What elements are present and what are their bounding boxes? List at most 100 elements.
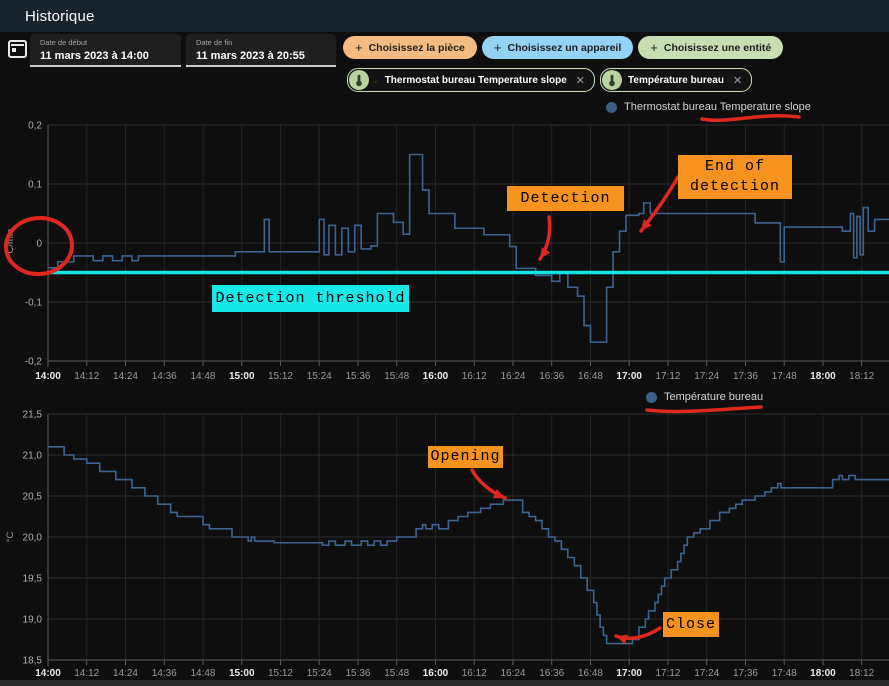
y-tick-label: 0,2 xyxy=(28,121,42,132)
series-line[interactable] xyxy=(48,446,889,645)
x-tick-label: 16:48 xyxy=(578,668,603,679)
x-tick-label: 16:24 xyxy=(500,668,525,679)
x-tick-label: 16:12 xyxy=(462,371,487,382)
x-tick-label: 16:12 xyxy=(462,668,487,679)
page-title: Historique xyxy=(25,7,95,25)
x-tick-label: 15:36 xyxy=(345,371,370,382)
entity-filter-chip[interactable]: + Choisissez une entité xyxy=(638,36,784,59)
entity-chip-label: Température bureau xyxy=(628,74,724,86)
x-tick-label: 17:24 xyxy=(694,668,719,679)
x-tick-label: 14:24 xyxy=(113,371,138,382)
x-tick-label: 15:12 xyxy=(268,668,293,679)
legend-label: Température bureau xyxy=(664,391,764,403)
x-tick-label: 16:48 xyxy=(578,371,603,382)
chevron-down-icon: ⌄ xyxy=(372,75,379,85)
y-tick-label: 20,0 xyxy=(23,533,43,544)
series-line[interactable] xyxy=(48,153,889,343)
x-tick-label: 15:00 xyxy=(229,668,255,679)
entity-chip-temperature-slope[interactable]: ⌄ Thermostat bureau Temperature slope ✕ xyxy=(347,68,596,92)
legend-item-temperature-slope[interactable]: Thermostat bureau Temperature slope xyxy=(606,101,811,113)
calendar-icon[interactable] xyxy=(8,40,27,58)
y-axis-unit: °C/min xyxy=(5,229,16,258)
annotation-underline xyxy=(645,405,763,414)
x-tick-label: 15:24 xyxy=(307,668,332,679)
x-tick-label: 14:48 xyxy=(190,371,215,382)
y-tick-label: 20,5 xyxy=(23,492,43,503)
end-date-value: 11 mars 2023 à 20:55 xyxy=(196,50,305,62)
plus-icon: + xyxy=(493,40,502,55)
end-date-label: Date de fin xyxy=(196,38,233,47)
plus-icon: + xyxy=(650,40,658,55)
x-tick-label: 16:00 xyxy=(423,371,449,382)
x-tick-label: 18:00 xyxy=(810,371,836,382)
x-tick-label: 16:36 xyxy=(539,668,564,679)
entity-chip-row: ⌄ Thermostat bureau Temperature slope ✕ … xyxy=(347,68,753,92)
x-tick-label: 15:48 xyxy=(384,371,409,382)
annotation-ellipse xyxy=(4,215,74,277)
y-axis-unit: °C xyxy=(5,532,16,543)
annotation-box: Detection xyxy=(507,186,624,211)
close-icon[interactable]: ✕ xyxy=(732,74,743,87)
x-tick-label: 18:12 xyxy=(849,371,874,382)
legend-dot xyxy=(606,101,617,113)
end-date-field[interactable]: Date de fin 11 mars 2023 à 20:55 xyxy=(186,34,336,67)
x-tick-label: 15:12 xyxy=(268,371,293,382)
x-tick-label: 14:36 xyxy=(152,668,177,679)
x-tick-label: 14:36 xyxy=(152,371,177,382)
area-filter-label: Choisissez la pièce xyxy=(368,41,465,54)
annotation-box: Opening xyxy=(428,446,503,468)
annotation-arrowhead xyxy=(616,634,628,645)
x-tick-label: 14:12 xyxy=(74,371,99,382)
annotation-arrowhead xyxy=(540,247,551,259)
plus-icon: + xyxy=(355,40,363,55)
y-tick-label: 0,1 xyxy=(28,180,42,191)
area-filter-chip[interactable]: + Choisissez la pièce xyxy=(343,36,477,59)
x-tick-label: 17:48 xyxy=(772,371,797,382)
x-tick-label: 16:36 xyxy=(539,371,564,382)
annotation-box: Detection threshold xyxy=(212,285,409,312)
x-tick-label: 17:24 xyxy=(694,371,719,382)
y-tick-label: 0 xyxy=(36,239,42,250)
x-tick-label: 14:00 xyxy=(35,668,61,679)
x-tick-label: 14:24 xyxy=(113,668,138,679)
y-tick-label: -0,1 xyxy=(25,298,43,309)
y-tick-label: 19,0 xyxy=(23,615,43,626)
app-header: Historique xyxy=(0,0,889,32)
x-tick-label: 17:12 xyxy=(655,371,680,382)
x-tick-label: 17:00 xyxy=(616,371,642,382)
device-filter-label: Choisissez un appareil xyxy=(507,41,622,54)
y-tick-label: 21,5 xyxy=(23,410,43,421)
x-tick-label: 17:36 xyxy=(733,371,758,382)
bottom-scrollbar[interactable] xyxy=(0,680,889,686)
thermometer-icon xyxy=(349,70,369,90)
device-filter-chip[interactable]: + Choisissez un appareil xyxy=(481,36,634,59)
calendar-icon-bar xyxy=(11,44,24,46)
start-date-value: 11 mars 2023 à 14:00 xyxy=(40,50,149,62)
x-tick-label: 15:24 xyxy=(307,371,332,382)
annotation-arrowhead xyxy=(492,489,505,499)
start-date-label: Date de début xyxy=(40,38,88,47)
start-date-field[interactable]: Date de début 11 mars 2023 à 14:00 xyxy=(30,34,181,67)
annotation-box: Close xyxy=(663,612,719,637)
y-tick-label: -0,2 xyxy=(25,357,43,368)
x-tick-label: 18:00 xyxy=(810,668,836,679)
entity-chip-temperature-bureau[interactable]: Température bureau ✕ xyxy=(600,68,753,92)
x-tick-label: 16:24 xyxy=(500,371,525,382)
x-tick-label: 17:00 xyxy=(616,668,642,679)
x-tick-label: 14:00 xyxy=(35,371,61,382)
x-tick-label: 16:00 xyxy=(423,668,449,679)
y-tick-label: 19,5 xyxy=(23,574,43,585)
annotation-box: End of detection xyxy=(678,155,792,199)
x-tick-label: 18:12 xyxy=(849,668,874,679)
entity-chip-label: Thermostat bureau Temperature slope xyxy=(384,74,567,86)
x-tick-label: 14:12 xyxy=(74,668,99,679)
y-tick-label: 21,0 xyxy=(23,451,43,462)
close-icon[interactable]: ✕ xyxy=(575,74,586,87)
x-tick-label: 15:48 xyxy=(384,668,409,679)
x-tick-label: 17:48 xyxy=(772,668,797,679)
entity-filter-label: Choisissez une entité xyxy=(663,41,772,54)
legend-item-temperature-bureau[interactable]: Température bureau xyxy=(646,391,763,403)
annotation-underline xyxy=(700,114,801,122)
legend-label: Thermostat bureau Temperature slope xyxy=(624,101,811,113)
